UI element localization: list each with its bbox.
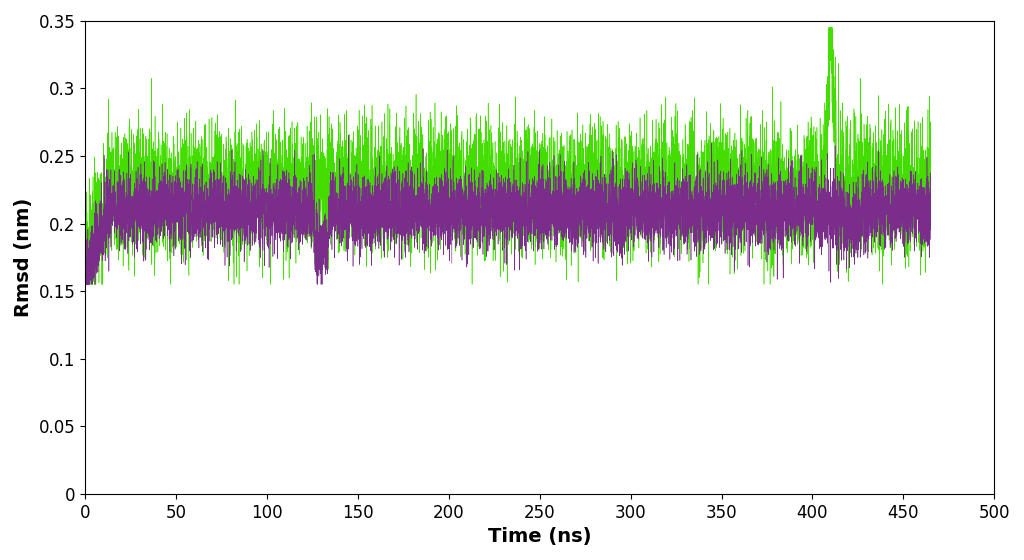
X-axis label: Time (ns): Time (ns): [488, 527, 592, 546]
Y-axis label: Rmsd (nm): Rmsd (nm): [14, 198, 33, 317]
